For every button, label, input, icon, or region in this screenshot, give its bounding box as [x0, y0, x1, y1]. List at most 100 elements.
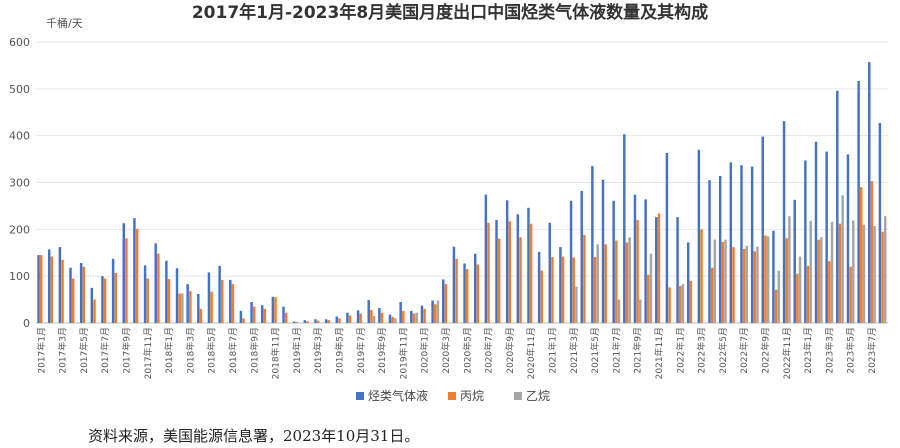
x-tick-label: 2017年3月	[57, 327, 69, 374]
x-tick-label: 2018年9月	[248, 327, 260, 374]
bar	[71, 278, 75, 323]
bar	[50, 256, 54, 323]
bar	[849, 266, 852, 323]
bar	[436, 300, 440, 323]
bar	[713, 239, 717, 323]
x-tick-label: 2018年7月	[227, 327, 239, 374]
bar	[175, 268, 179, 323]
bar	[487, 222, 490, 323]
bar	[210, 291, 213, 323]
bar	[465, 269, 469, 323]
bar	[753, 251, 757, 323]
bar	[101, 276, 104, 323]
x-tick-label: 2018年11月	[270, 327, 282, 379]
bar	[346, 312, 349, 323]
bar	[527, 207, 530, 323]
bar	[370, 309, 373, 323]
bar	[505, 200, 509, 323]
x-tick-label: 2021年9月	[632, 327, 644, 374]
x-tick-label: 2023年3月	[823, 327, 835, 374]
bar	[860, 187, 863, 323]
bar	[857, 80, 860, 323]
bar	[676, 217, 679, 323]
bar	[798, 256, 802, 323]
bar	[580, 190, 583, 323]
bar	[239, 310, 243, 323]
bar	[292, 321, 296, 323]
bar	[852, 220, 855, 323]
bar	[103, 278, 107, 323]
x-tick-label: 2019年3月	[312, 327, 324, 374]
bar	[476, 264, 480, 323]
bar	[303, 320, 307, 323]
bar	[868, 62, 871, 323]
bar	[348, 315, 352, 323]
bar	[825, 151, 828, 323]
x-tick-label: 2018年3月	[184, 327, 196, 374]
x-axis-ticks: 2017年1月 2017年3月 2017年5月 2017年7月 2017年9月 2017年…	[35, 327, 878, 379]
bar	[806, 265, 810, 323]
bar	[750, 166, 754, 323]
x-tick-label: 2022年11月	[781, 327, 793, 379]
bar	[125, 238, 128, 323]
legend-label: 烃类气体液	[368, 388, 428, 403]
bar	[399, 301, 402, 323]
bars	[37, 62, 887, 323]
bar	[356, 310, 360, 323]
bar	[836, 90, 839, 323]
bar	[785, 238, 788, 323]
bar	[420, 305, 424, 323]
bar	[157, 253, 160, 323]
bar	[252, 306, 256, 323]
y-tick-label: 300	[9, 177, 30, 190]
bar	[529, 223, 533, 323]
bar	[431, 300, 434, 323]
bar	[559, 247, 562, 323]
bar	[388, 314, 392, 323]
bar	[636, 219, 639, 323]
source-note: 资料来源，美国能源信息署，2023年10月31日。	[88, 427, 420, 445]
bar	[796, 273, 799, 323]
bar	[830, 221, 834, 323]
y-tick-label: 100	[9, 270, 30, 283]
bar	[665, 152, 669, 323]
bar	[82, 266, 86, 323]
bar	[729, 162, 733, 323]
bar	[572, 257, 575, 323]
bar	[231, 284, 235, 323]
bar	[689, 280, 693, 323]
legend-label: 乙烷	[526, 389, 550, 403]
bar	[402, 310, 405, 323]
bar	[178, 293, 181, 323]
bar	[655, 217, 658, 323]
y-axis-ticks: 0 100 200 300 400 500 600	[9, 36, 30, 330]
x-tick-label: 2021年3月	[568, 327, 580, 374]
x-tick-label: 2019年1月	[291, 327, 303, 374]
bar	[881, 231, 884, 323]
bar	[596, 244, 599, 323]
bar	[199, 308, 203, 323]
bar	[700, 229, 703, 323]
bar	[335, 316, 338, 323]
bar	[497, 238, 501, 323]
bar	[788, 216, 791, 323]
bar	[327, 320, 331, 323]
bar	[742, 249, 746, 323]
bar	[378, 308, 381, 323]
bar	[274, 297, 277, 323]
y-tick-label: 200	[9, 223, 30, 236]
bar	[242, 318, 245, 323]
bar	[756, 246, 759, 323]
bar	[93, 299, 96, 323]
bar	[612, 200, 615, 323]
bar	[114, 272, 118, 323]
bar	[817, 239, 820, 323]
bar	[69, 267, 72, 323]
x-tick-label: 2017年7月	[99, 327, 111, 374]
x-tick-label: 2023年1月	[802, 327, 814, 374]
bar	[380, 312, 384, 323]
y-tick-label: 0	[23, 317, 30, 330]
bar	[604, 244, 607, 323]
bar	[295, 322, 299, 323]
